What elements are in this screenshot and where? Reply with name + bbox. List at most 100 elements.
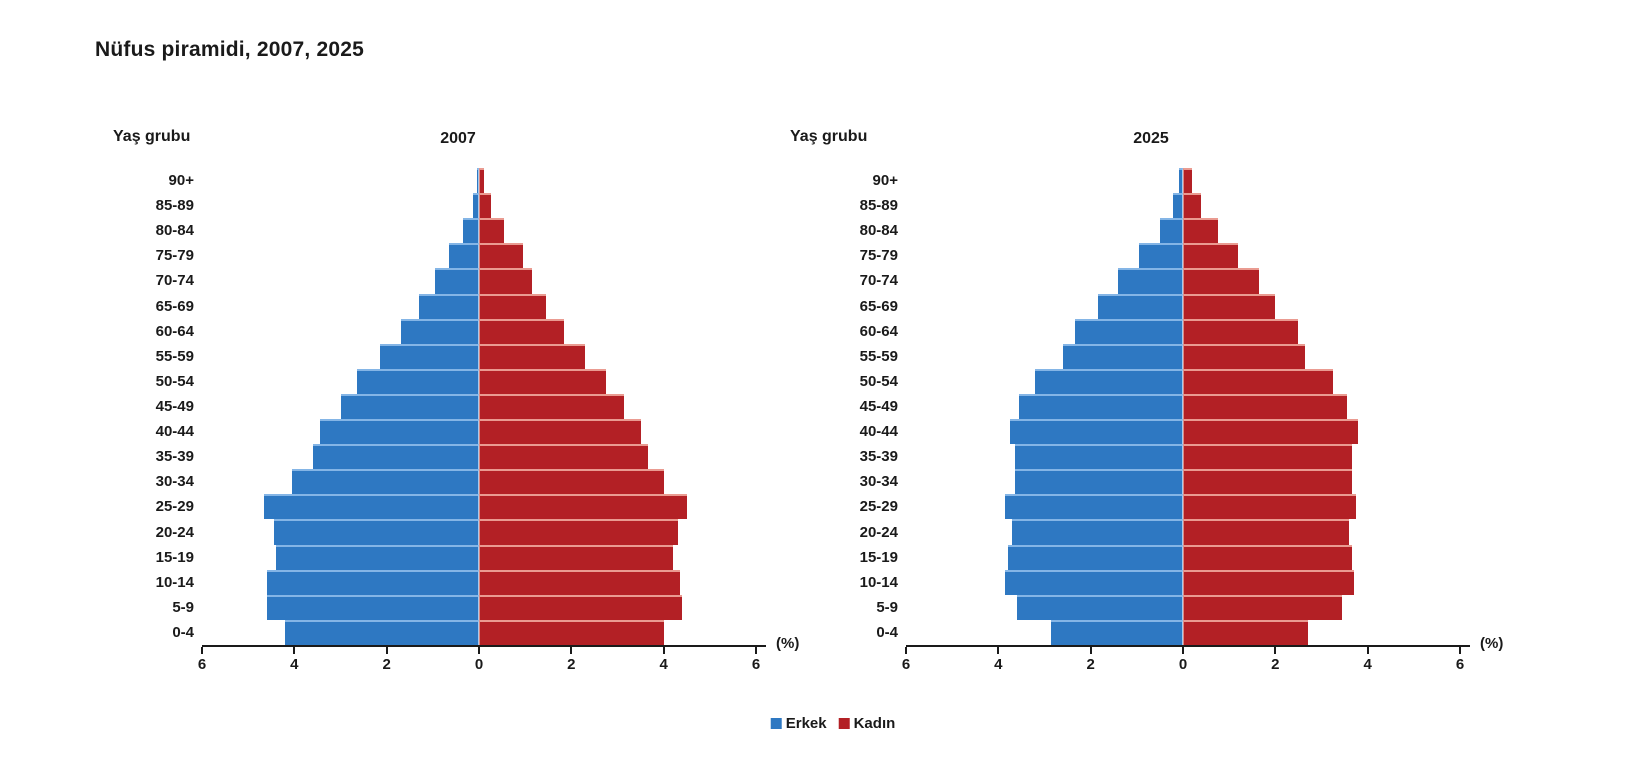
pyramid-bars-2025 — [906, 168, 1460, 645]
age-label-80-84: 80-84 — [155, 222, 194, 240]
age-label-0-4: 0-4 — [172, 623, 194, 641]
x-tick-label-6: 6 — [751, 656, 761, 673]
legend-male-label: Erkek — [785, 715, 827, 732]
bar-female-25-29 — [1183, 494, 1357, 520]
x-tick — [293, 647, 296, 654]
age-label-60-64: 60-64 — [155, 322, 194, 340]
age-label-65-69: 65-69 — [859, 297, 898, 315]
pyramid-row-75-79 — [906, 243, 1460, 269]
age-axis-title-2007: Yaş grubu — [113, 128, 191, 145]
age-label-30-34: 30-34 — [859, 473, 898, 491]
age-label-10-14: 10-14 — [155, 573, 194, 591]
age-axis-title-2025: Yaş grubu — [790, 128, 868, 145]
age-label-15-19: 15-19 — [155, 548, 194, 566]
pyramid-row-20-24 — [906, 519, 1460, 545]
bar-male-70-74 — [435, 268, 479, 294]
bar-female-80-84 — [1183, 218, 1218, 244]
legend: Erkek Kadın — [770, 715, 895, 732]
pyramid-row-85-89 — [906, 193, 1460, 219]
pyramid-row-70-74 — [202, 268, 756, 294]
bar-male-0-4 — [285, 619, 479, 645]
pyramid-row-35-39 — [202, 444, 756, 470]
bar-male-80-84 — [462, 218, 479, 244]
age-label-75-79: 75-79 — [155, 247, 194, 265]
pyramid-row-80-84 — [202, 218, 756, 244]
bar-male-80-84 — [1159, 218, 1183, 244]
pyramid-row-0-4 — [906, 619, 1460, 645]
x-tick — [997, 647, 1000, 654]
pyramid-row-90+ — [202, 168, 756, 194]
pyramid-row-20-24 — [202, 519, 756, 545]
age-labels-column-2025: 90+ 85-89 80-84 75-79 70-74 65-69 60-64 55-59 50… — [824, 168, 898, 645]
bar-male-20-24 — [1012, 519, 1183, 545]
pyramid-row-70-74 — [906, 268, 1460, 294]
bar-male-40-44 — [1009, 419, 1183, 445]
bar-female-45-49 — [479, 393, 625, 420]
age-label-50-54: 50-54 — [155, 372, 194, 390]
pyramid-row-30-34 — [202, 469, 756, 495]
bar-male-35-39 — [1014, 444, 1183, 470]
pyramid-row-45-49 — [202, 393, 756, 420]
age-label-5-9: 5-9 — [172, 598, 194, 616]
x-tick-label-5: 4 — [659, 656, 668, 673]
pyramid-row-15-19 — [906, 544, 1460, 570]
bar-male-5-9 — [266, 594, 479, 620]
age-label-50-54: 50-54 — [859, 372, 898, 390]
age-label-60-64: 60-64 — [859, 322, 898, 340]
bar-male-45-49 — [1019, 393, 1183, 420]
pyramid-row-40-44 — [202, 419, 756, 445]
bar-female-20-24 — [479, 519, 678, 545]
x-tick-label-3: 0 — [474, 656, 484, 673]
age-label-65-69: 65-69 — [155, 297, 194, 315]
bar-male-30-34 — [292, 469, 479, 495]
pyramid-row-5-9 — [202, 594, 756, 620]
bar-male-85-89 — [473, 193, 479, 219]
age-labels-column-2007: 90+ 85-89 80-84 75-79 70-74 65-69 60-64 55-59 50… — [120, 168, 194, 645]
x-tick — [570, 647, 573, 654]
x-tick-label-1: 4 — [290, 656, 299, 673]
age-label-10-14: 10-14 — [859, 573, 898, 591]
pyramid-row-45-49 — [906, 393, 1460, 420]
bar-male-10-14 — [1005, 569, 1183, 595]
x-tick-label-5: 4 — [1363, 656, 1372, 673]
age-label-75-79: 75-79 — [859, 247, 898, 265]
age-label-5-9: 5-9 — [876, 598, 898, 616]
bar-female-65-69 — [479, 293, 546, 319]
x-tick-label-3: 0 — [1178, 656, 1188, 673]
bar-female-15-19 — [1183, 544, 1352, 570]
bar-female-40-44 — [479, 419, 641, 445]
pyramid-row-40-44 — [906, 419, 1460, 445]
bar-female-40-44 — [1183, 419, 1359, 445]
bar-female-0-4 — [1183, 619, 1308, 645]
x-tick-label-4: 2 — [567, 656, 576, 673]
pyramid-bars-2007 — [202, 168, 756, 645]
pyramid-row-10-14 — [202, 569, 756, 595]
percent-unit-label-2007: (%) — [776, 635, 800, 652]
age-label-25-29: 25-29 — [859, 498, 898, 516]
x-tick-label-0: 6 — [901, 656, 911, 673]
x-tick — [1459, 647, 1461, 654]
figure-title: Nüfus piramidi, 2007, 2025 — [95, 38, 364, 61]
bar-female-50-54 — [1183, 368, 1334, 394]
male-color-swatch — [770, 718, 782, 729]
bar-male-20-24 — [273, 519, 479, 545]
age-label-40-44: 40-44 — [859, 423, 898, 441]
x-tick — [478, 647, 480, 654]
legend-item-female: Kadın — [838, 716, 895, 731]
bar-female-50-54 — [479, 368, 606, 394]
female-color-swatch — [838, 718, 850, 729]
chart-year-title-2025: 2025 — [1133, 130, 1169, 147]
age-label-15-19: 15-19 — [859, 548, 898, 566]
bar-female-85-89 — [479, 193, 491, 219]
pyramid-row-50-54 — [202, 368, 756, 394]
bar-male-90+ — [477, 168, 479, 194]
pyramid-row-50-54 — [906, 368, 1460, 394]
bar-female-35-39 — [1183, 444, 1352, 470]
bar-female-90+ — [1183, 168, 1193, 194]
age-label-35-39: 35-39 — [155, 448, 194, 466]
pyramid-row-65-69 — [906, 293, 1460, 319]
bar-male-5-9 — [1016, 594, 1183, 620]
bar-female-30-34 — [1183, 469, 1352, 495]
bar-female-85-89 — [1183, 193, 1202, 219]
pyramid-row-5-9 — [906, 594, 1460, 620]
